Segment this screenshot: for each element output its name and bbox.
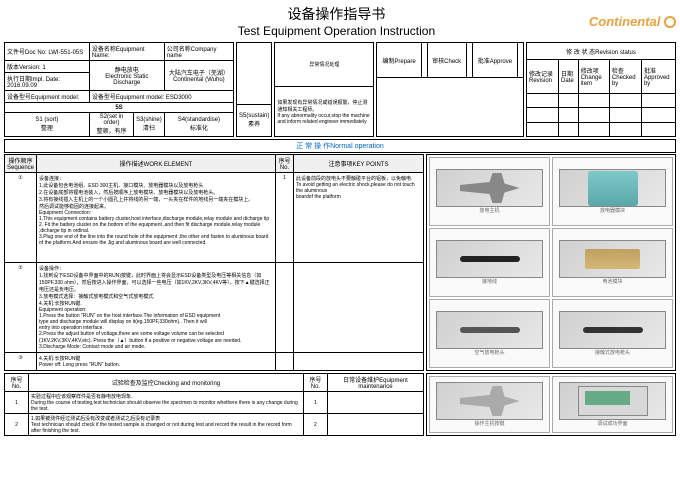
impl-date: 执行日期Impl. Date: 2016.09.09 xyxy=(5,73,90,91)
check-no-h: 序号No. xyxy=(303,374,327,392)
photo-3: 接地线 xyxy=(429,228,550,297)
machine-label: 设备型号Equipment model: xyxy=(5,91,90,103)
no-header: 序号 No. xyxy=(276,155,294,173)
photo-6: 接触式放电枪头 xyxy=(552,299,673,368)
document-info-table: 文件号Doc No: LWI-551-05S设备名称Equipment Name… xyxy=(4,42,234,137)
photo-5: 空气放电枪头 xyxy=(429,299,550,368)
machine-model: 设备型号Equipment model: ESD3000 xyxy=(89,91,233,103)
title-cn: 设备操作指导书 xyxy=(84,4,589,24)
check-r1-seq: 1 xyxy=(5,392,29,414)
doc-no: 文件号Doc No: LWI-551-05S xyxy=(5,43,90,61)
abnormal-text: 如果发现有异常情况或错误报警，停止测通知相关工程师。If any abnorma… xyxy=(275,87,374,137)
s5-header: 5S xyxy=(5,103,234,113)
s5-extra: S5(sustain) 素养 xyxy=(236,42,272,137)
photo-grid-bottom: 操作主机按键 调试成功界面 xyxy=(426,373,676,436)
photo-8: 调试成功界面 xyxy=(552,376,673,433)
work-element-table: 操作顺序 Sequence 操作描述WORK ELEMENT 序号 No. 注意… xyxy=(4,154,424,371)
key-header: 注意事项KEY POINTS xyxy=(294,155,424,173)
check-r2-no: 2 xyxy=(303,414,327,436)
page-header: 设备操作指导书 Test Equipment Operation Instruc… xyxy=(4,4,676,38)
title-en: Test Equipment Operation Instruction xyxy=(84,24,589,38)
title-block: 设备操作指导书 Test Equipment Operation Instruc… xyxy=(84,4,589,38)
seq-2: ② xyxy=(5,263,37,353)
check-r1-text: 实验过程中应该观察样件是否有静电放电现象. During the course … xyxy=(29,392,304,414)
s4: S4(standardise) 标准化 xyxy=(164,113,233,137)
version: 版本Version: 1 xyxy=(5,61,90,73)
equip-name: 静电放电Electronic Static Discharge xyxy=(89,61,164,91)
s2: S2(set in order) 整顿，有序 xyxy=(89,113,133,137)
check-h: 审核Check xyxy=(427,43,466,78)
work-1: 设备连接： 1.此设备包含电池组、ESD 300主机、接口模块、放电器模块以及放… xyxy=(37,173,276,263)
approve-h: 批准Approve xyxy=(472,43,518,78)
seq-header: 操作顺序 Sequence xyxy=(5,155,37,173)
photo-4: 电池模块 xyxy=(552,228,673,297)
seq-3: ③ xyxy=(5,353,37,371)
s3: S3(shine) 清扫 xyxy=(134,113,165,137)
key-1: 此设备前段的放电头不要触碰平台的铝板，以免触电. To avoid gettin… xyxy=(294,173,424,263)
no-1: 1 xyxy=(276,173,294,263)
bottom-row: 序号No. 试验检查及监控Checking and monitoring 序号N… xyxy=(4,373,676,436)
check-seq-h: 序号No. xyxy=(5,374,29,392)
abnormal-table: 异常情况处理 如果发现有异常情况或错误报警，停止测通知相关工程师。If any … xyxy=(274,42,374,137)
main-content-row: 操作顺序 Sequence 操作描述WORK ELEMENT 序号 No. 注意… xyxy=(4,154,676,371)
company-label: 公司名称Company name xyxy=(164,43,233,61)
equip-name-label: 设备名称Equipment Name: xyxy=(89,43,164,61)
revision-title: 修 改 状 态Revision status xyxy=(527,43,676,60)
continental-logo: Continental xyxy=(589,14,676,29)
abnormal-title: 异常情况处理 xyxy=(275,43,374,87)
seq-1: ① xyxy=(5,173,37,263)
key-2 xyxy=(294,263,424,353)
photo-1: 放电主机 xyxy=(429,157,550,226)
approve-table: 编制Prepare审核Check批准Approve xyxy=(376,42,524,137)
normal-operation-bar: 正 常 操 作Normal operation xyxy=(4,139,676,153)
work-2: 设备操作： 1.找到设下ESD设备中界面中的RUN)按键，此时界面上将会显示ES… xyxy=(37,263,276,353)
maint-h: 日常设备维护Equipment maintenance xyxy=(327,374,423,392)
no-2 xyxy=(276,263,294,353)
revision-table: 修 改 状 态Revision status 修改记录Revision日期Dat… xyxy=(526,42,676,137)
s5-cell: S5(sustain) 素养 xyxy=(237,104,272,136)
work-3: 4.关机:长按RUN键 Power off: Long press "RUN" … xyxy=(37,353,276,371)
prepare-h: 编制Prepare xyxy=(377,43,421,78)
work-header: 操作描述WORK ELEMENT xyxy=(37,155,276,173)
photo-2: 放电器模块 xyxy=(552,157,673,226)
company-name: 大陆汽车电子（芜湖）Continental (Wuhu) xyxy=(164,61,233,91)
check-h: 试验检查及监控Checking and monitoring xyxy=(29,374,304,392)
check-r1-no: 1 xyxy=(303,392,327,414)
top-info-row: 文件号Doc No: LWI-551-05S设备名称Equipment Name… xyxy=(4,42,676,137)
photo-7: 操作主机按键 xyxy=(429,376,550,433)
s1: S1 (sort) 整理 xyxy=(5,113,90,137)
check-r2-seq: 2 xyxy=(5,414,29,436)
check-table: 序号No. 试验检查及监控Checking and monitoring 序号N… xyxy=(4,373,424,436)
check-r2-text: 1.如果被测件经过测试后没有改变或者测试之后没有记录表 Test technic… xyxy=(29,414,304,436)
photo-grid-top: 放电主机 放电器模块 接地线 电池模块 空气放电枪头 接触式放电枪头 xyxy=(426,154,676,371)
